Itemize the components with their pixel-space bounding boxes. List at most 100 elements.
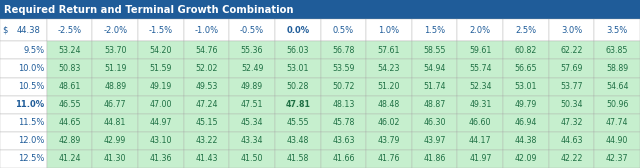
FancyBboxPatch shape xyxy=(321,41,366,59)
FancyBboxPatch shape xyxy=(321,96,366,114)
Text: 51.20: 51.20 xyxy=(378,82,400,91)
FancyBboxPatch shape xyxy=(92,59,138,77)
Text: 46.30: 46.30 xyxy=(424,118,446,127)
Text: 42.89: 42.89 xyxy=(58,136,81,145)
Text: 46.94: 46.94 xyxy=(515,118,537,127)
FancyBboxPatch shape xyxy=(47,19,92,41)
FancyBboxPatch shape xyxy=(548,114,595,132)
FancyBboxPatch shape xyxy=(412,96,458,114)
Text: 44.97: 44.97 xyxy=(150,118,172,127)
FancyBboxPatch shape xyxy=(412,114,458,132)
FancyBboxPatch shape xyxy=(321,132,366,150)
Text: 50.96: 50.96 xyxy=(606,100,628,109)
Text: 41.30: 41.30 xyxy=(104,154,127,163)
FancyBboxPatch shape xyxy=(275,114,321,132)
FancyBboxPatch shape xyxy=(184,114,229,132)
FancyBboxPatch shape xyxy=(0,150,47,168)
Text: 44.38: 44.38 xyxy=(515,136,537,145)
Text: 63.85: 63.85 xyxy=(606,46,628,55)
FancyBboxPatch shape xyxy=(138,132,184,150)
Text: -2.0%: -2.0% xyxy=(103,26,127,35)
FancyBboxPatch shape xyxy=(229,132,275,150)
Text: 53.01: 53.01 xyxy=(515,82,537,91)
Text: 47.81: 47.81 xyxy=(285,100,310,109)
FancyBboxPatch shape xyxy=(184,41,229,59)
Text: 45.55: 45.55 xyxy=(287,118,309,127)
Text: 44.81: 44.81 xyxy=(104,118,126,127)
Text: 56.65: 56.65 xyxy=(515,64,537,73)
FancyBboxPatch shape xyxy=(229,19,275,41)
FancyBboxPatch shape xyxy=(138,41,184,59)
FancyBboxPatch shape xyxy=(0,114,47,132)
FancyBboxPatch shape xyxy=(229,41,275,59)
Text: 41.43: 41.43 xyxy=(195,154,218,163)
FancyBboxPatch shape xyxy=(503,77,548,96)
Text: 43.34: 43.34 xyxy=(241,136,263,145)
Text: 12.0%: 12.0% xyxy=(18,136,44,145)
FancyBboxPatch shape xyxy=(548,77,595,96)
Text: 51.74: 51.74 xyxy=(424,82,446,91)
Text: 50.72: 50.72 xyxy=(332,82,355,91)
FancyBboxPatch shape xyxy=(47,114,92,132)
Text: 53.59: 53.59 xyxy=(332,64,355,73)
FancyBboxPatch shape xyxy=(92,96,138,114)
FancyBboxPatch shape xyxy=(47,41,92,59)
Text: $: $ xyxy=(3,26,8,35)
Text: 50.34: 50.34 xyxy=(560,100,583,109)
FancyBboxPatch shape xyxy=(92,41,138,59)
Text: 58.55: 58.55 xyxy=(424,46,446,55)
Text: 55.74: 55.74 xyxy=(469,64,492,73)
FancyBboxPatch shape xyxy=(229,77,275,96)
FancyBboxPatch shape xyxy=(184,59,229,77)
FancyBboxPatch shape xyxy=(229,96,275,114)
FancyBboxPatch shape xyxy=(275,19,321,41)
FancyBboxPatch shape xyxy=(595,132,640,150)
Text: 55.36: 55.36 xyxy=(241,46,263,55)
FancyBboxPatch shape xyxy=(412,19,458,41)
Text: 54.64: 54.64 xyxy=(606,82,628,91)
Text: 41.24: 41.24 xyxy=(58,154,81,163)
FancyBboxPatch shape xyxy=(138,59,184,77)
FancyBboxPatch shape xyxy=(138,19,184,41)
Text: 42.99: 42.99 xyxy=(104,136,126,145)
Text: 43.97: 43.97 xyxy=(424,136,446,145)
Text: 41.36: 41.36 xyxy=(150,154,172,163)
Text: 48.89: 48.89 xyxy=(104,82,126,91)
Text: 49.19: 49.19 xyxy=(150,82,172,91)
FancyBboxPatch shape xyxy=(458,77,503,96)
FancyBboxPatch shape xyxy=(595,114,640,132)
FancyBboxPatch shape xyxy=(503,150,548,168)
FancyBboxPatch shape xyxy=(92,150,138,168)
Text: 42.09: 42.09 xyxy=(515,154,537,163)
Text: 1.0%: 1.0% xyxy=(378,26,399,35)
Text: 0.5%: 0.5% xyxy=(333,26,354,35)
Text: 46.60: 46.60 xyxy=(469,118,492,127)
FancyBboxPatch shape xyxy=(366,114,412,132)
FancyBboxPatch shape xyxy=(47,96,92,114)
FancyBboxPatch shape xyxy=(229,59,275,77)
Text: 54.76: 54.76 xyxy=(195,46,218,55)
Text: 49.79: 49.79 xyxy=(515,100,537,109)
Text: 51.59: 51.59 xyxy=(150,64,172,73)
Text: -2.5%: -2.5% xyxy=(58,26,82,35)
FancyBboxPatch shape xyxy=(595,59,640,77)
Text: 45.34: 45.34 xyxy=(241,118,263,127)
FancyBboxPatch shape xyxy=(321,150,366,168)
FancyBboxPatch shape xyxy=(503,114,548,132)
Text: 56.78: 56.78 xyxy=(332,46,355,55)
FancyBboxPatch shape xyxy=(47,150,92,168)
Text: 54.20: 54.20 xyxy=(150,46,172,55)
Text: 43.63: 43.63 xyxy=(332,136,355,145)
Text: -1.0%: -1.0% xyxy=(195,26,218,35)
Text: 1.5%: 1.5% xyxy=(424,26,445,35)
FancyBboxPatch shape xyxy=(47,132,92,150)
FancyBboxPatch shape xyxy=(458,41,503,59)
Text: 62.22: 62.22 xyxy=(560,46,583,55)
Text: 2.5%: 2.5% xyxy=(515,26,536,35)
FancyBboxPatch shape xyxy=(92,132,138,150)
Text: 43.10: 43.10 xyxy=(150,136,172,145)
FancyBboxPatch shape xyxy=(548,150,595,168)
Text: 53.24: 53.24 xyxy=(58,46,81,55)
FancyBboxPatch shape xyxy=(0,77,47,96)
Text: 49.53: 49.53 xyxy=(195,82,218,91)
